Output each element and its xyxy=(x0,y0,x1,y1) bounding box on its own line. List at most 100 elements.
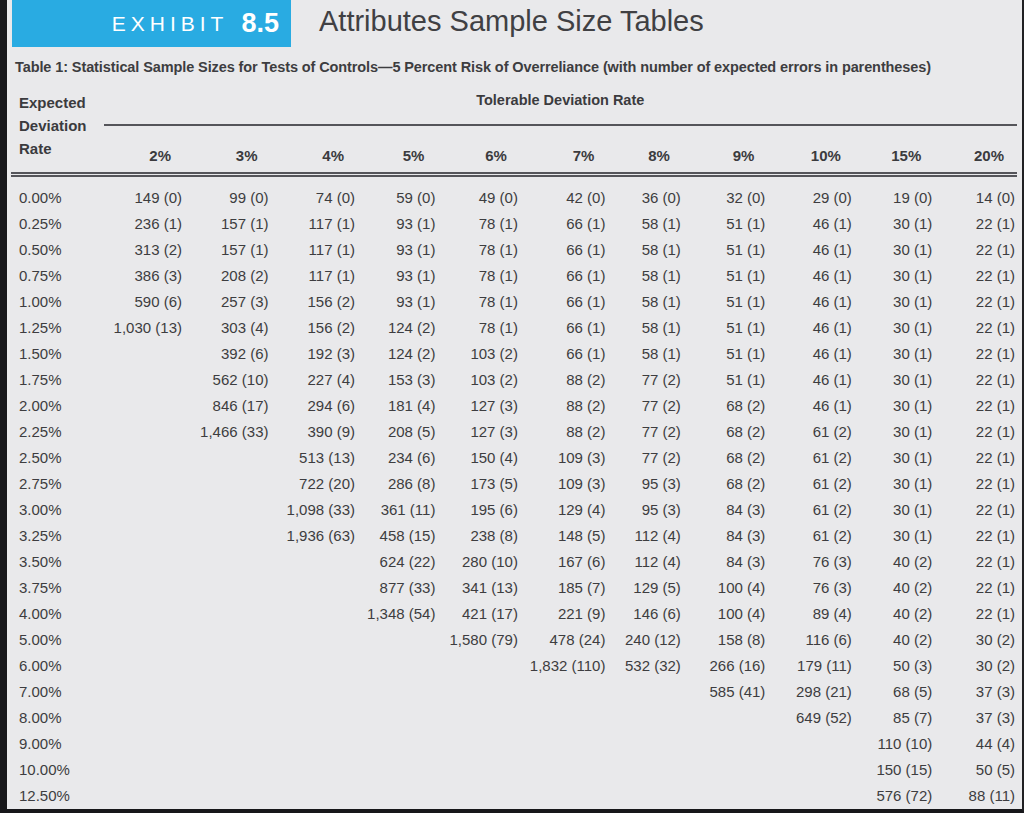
table-cell xyxy=(437,731,519,757)
table-cell: 61 (2) xyxy=(767,471,854,497)
table-cell: 576 (72) xyxy=(854,783,934,809)
table-cell: 89 (4) xyxy=(767,601,854,627)
row-label: 2.00% xyxy=(11,393,104,419)
table-cell: 124 (2) xyxy=(357,341,437,367)
table-cell: 153 (3) xyxy=(357,367,437,393)
table-row: 1.75%562 (10)227 (4)153 (3)103 (2)88 (2)… xyxy=(11,367,1017,393)
table-cell xyxy=(270,731,357,757)
table-cell: 66 (1) xyxy=(520,237,608,263)
table-cell: 238 (8) xyxy=(437,523,519,549)
table-cell: 30 (1) xyxy=(854,263,934,289)
table-cell xyxy=(184,471,271,497)
table-cell: 22 (1) xyxy=(934,341,1017,367)
table-cell: 846 (17) xyxy=(184,393,271,419)
table-cell: 562 (10) xyxy=(184,367,271,393)
table-cell xyxy=(104,419,184,445)
table-cell: 30 (2) xyxy=(934,627,1017,653)
table-cell: 93 (1) xyxy=(357,211,437,237)
table-cell: 22 (1) xyxy=(934,393,1017,419)
table-cell: 46 (1) xyxy=(767,315,854,341)
table-cell: 51 (1) xyxy=(683,341,767,367)
row-label: 3.50% xyxy=(11,549,104,575)
table-row: 0.50%313 (2)157 (1)117 (1)93 (1)78 (1)66… xyxy=(11,237,1017,263)
table-cell xyxy=(520,679,608,705)
table-cell: 68 (2) xyxy=(683,419,767,445)
row-label: 8.00% xyxy=(11,705,104,731)
table-cell xyxy=(104,341,184,367)
table-row: 2.00%846 (17)294 (6)181 (4)127 (3)88 (2)… xyxy=(11,393,1017,419)
table-cell: 61 (2) xyxy=(767,419,854,445)
table-cell: 1,936 (63) xyxy=(270,523,357,549)
table-cell: 59 (0) xyxy=(357,175,437,212)
column-header-15pct: 15% xyxy=(854,125,934,175)
table-cell xyxy=(184,445,271,471)
table-cell xyxy=(767,731,854,757)
table-cell: 22 (1) xyxy=(934,289,1017,315)
table-cell: 150 (4) xyxy=(437,445,519,471)
table-cell: 421 (17) xyxy=(437,601,519,627)
row-label: 0.50% xyxy=(11,237,104,263)
exhibit-header: EXHIBIT 8.5 Attributes Sample Size Table… xyxy=(7,0,1022,47)
table-cell: 146 (6) xyxy=(607,601,682,627)
table-cell: 93 (1) xyxy=(357,263,437,289)
table-cell: 390 (9) xyxy=(270,419,357,445)
table-cell: 66 (1) xyxy=(520,263,608,289)
table-cell xyxy=(437,757,519,783)
table-cell: 103 (2) xyxy=(437,367,519,393)
table-cell xyxy=(767,809,854,813)
table-cell: 58 (1) xyxy=(607,237,682,263)
corner-header: Expected Deviation Rate xyxy=(11,88,104,175)
table-cell: 78 (1) xyxy=(437,263,519,289)
table-cell xyxy=(184,653,271,679)
table-cell xyxy=(683,705,767,731)
table-cell xyxy=(357,757,437,783)
table-cell xyxy=(357,783,437,809)
table-cell: 74 (0) xyxy=(270,175,357,212)
table-cell: 590 (6) xyxy=(104,289,184,315)
table-cell: 1,030 (13) xyxy=(104,315,184,341)
table-cell xyxy=(104,393,184,419)
table-cell: 185 (7) xyxy=(520,575,608,601)
table-cell: 78 (1) xyxy=(437,211,519,237)
table-cell xyxy=(184,809,271,813)
table-cell: 44 (4) xyxy=(934,731,1017,757)
table-cell: 22 (1) xyxy=(934,523,1017,549)
table-cell: 103 (2) xyxy=(437,341,519,367)
table-cell: 40 (2) xyxy=(854,549,934,575)
table-cell xyxy=(104,705,184,731)
table-cell xyxy=(357,705,437,731)
table-cell: 1,466 (33) xyxy=(184,419,271,445)
table-cell xyxy=(104,445,184,471)
table-cell: 46 (1) xyxy=(767,237,854,263)
table-cell: 193 (29) xyxy=(934,809,1017,813)
table-cell: 76 (3) xyxy=(767,575,854,601)
table-cell xyxy=(184,601,271,627)
table-cell xyxy=(270,601,357,627)
table-cell: 58 (1) xyxy=(607,341,682,367)
table-cell: 46 (1) xyxy=(767,367,854,393)
table-cell: 124 (2) xyxy=(357,315,437,341)
table-cell: 40 (2) xyxy=(854,627,934,653)
table-cell: 156 (2) xyxy=(270,315,357,341)
table-cell xyxy=(104,757,184,783)
table-cell: 84 (3) xyxy=(683,497,767,523)
table-cell: 46 (1) xyxy=(767,289,854,315)
table-cell xyxy=(437,653,519,679)
table-row: 3.50%624 (22)280 (10)167 (6)112 (4)84 (3… xyxy=(11,549,1017,575)
exhibit-label: EXHIBIT xyxy=(112,12,229,36)
table-cell: 68 (2) xyxy=(683,471,767,497)
table-cell: 30 (1) xyxy=(854,393,934,419)
table-cell: 99 (0) xyxy=(184,175,271,212)
table-cell: 129 (5) xyxy=(607,575,682,601)
table-cell xyxy=(184,731,271,757)
table-cell: 649 (52) xyxy=(767,705,854,731)
row-label: 10.00% xyxy=(11,757,104,783)
table-cell: 386 (3) xyxy=(104,263,184,289)
table-row: 5.00%1,580 (79)478 (24)240 (12)158 (8)11… xyxy=(11,627,1017,653)
table-cell: 167 (6) xyxy=(520,549,608,575)
table-cell xyxy=(184,497,271,523)
table-cell: 303 (4) xyxy=(184,315,271,341)
table-cell: 236 (1) xyxy=(104,211,184,237)
sample-size-table: Expected Deviation Rate Tolerable Deviat… xyxy=(11,88,1017,813)
table-cell xyxy=(104,367,184,393)
